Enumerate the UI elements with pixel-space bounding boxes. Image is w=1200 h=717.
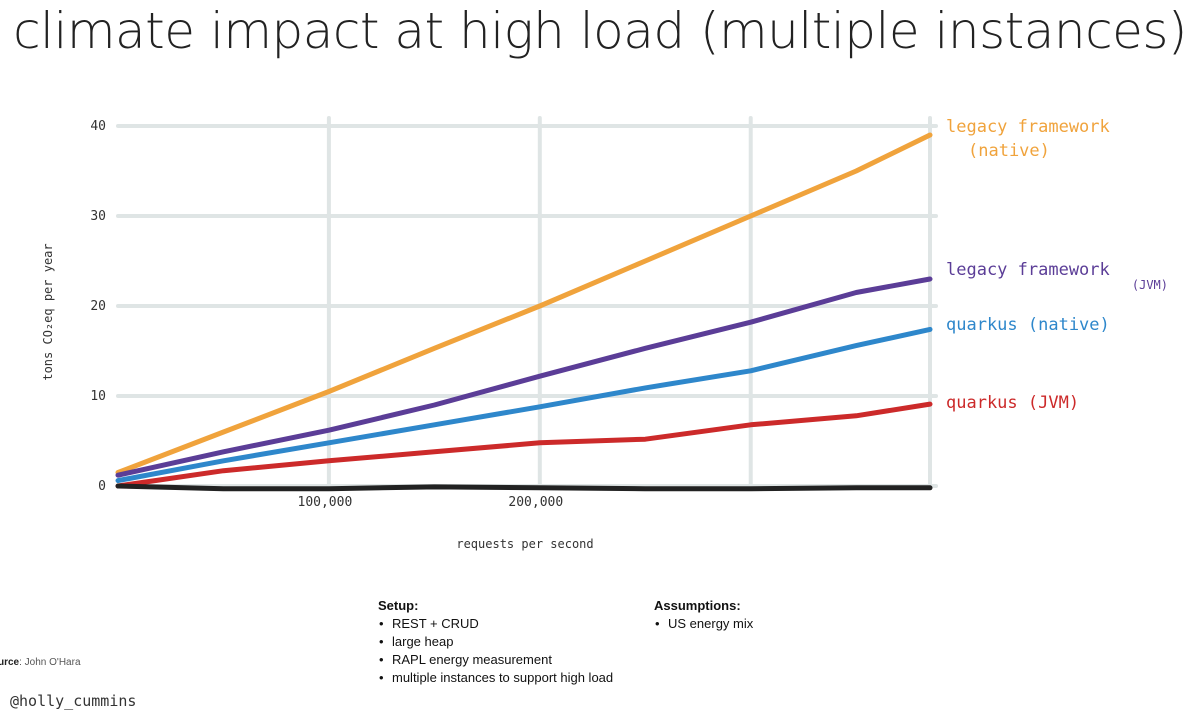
- setup-item: large heap: [379, 633, 613, 651]
- y-tick-label: 40: [90, 119, 106, 134]
- y-tick-label: 20: [90, 299, 106, 314]
- y-axis-ticks: 0 10 20 30 40: [90, 119, 106, 494]
- series-line: [115, 326, 933, 484]
- setup-heading: Setup:: [378, 598, 419, 613]
- x-tick-label: 200,000: [508, 495, 563, 510]
- chart-lines: [115, 132, 933, 492]
- series-line: [115, 401, 933, 489]
- page-title: climate impact at high load (multiple in…: [13, 2, 1187, 60]
- setup-item: RAPL energy measurement: [379, 651, 613, 669]
- setup-notes: Setup: REST + CRUD large heap RAPL energ…: [378, 598, 613, 687]
- source-value: : John O'Hara: [19, 657, 81, 668]
- series-line: [115, 483, 933, 492]
- setup-item: REST + CRUD: [379, 615, 613, 633]
- x-tick-label: 100,000: [298, 495, 353, 510]
- y-tick-label: 10: [90, 389, 106, 404]
- author-handle: @holly_cummins: [10, 692, 137, 710]
- assumptions-notes: Assumptions: US energy mix: [654, 598, 753, 633]
- series-label: legacy framework: [946, 117, 1110, 137]
- line-chart: 0 10 20 30 40 100,000 200,000 requests per se…: [41, 116, 1168, 551]
- source-label: urce: [0, 657, 20, 668]
- y-axis-label: tons CO₂eq per year: [41, 243, 55, 380]
- series-line: [115, 132, 933, 475]
- y-tick-label: 0: [98, 479, 106, 494]
- chart-grid: [116, 116, 938, 488]
- series-line: [115, 276, 933, 478]
- x-axis-ticks: 100,000 200,000: [298, 495, 564, 510]
- source-credit: urce: John O'Hara: [0, 657, 81, 668]
- series-label-sub: (native): [968, 141, 1050, 161]
- assumptions-heading: Assumptions:: [654, 598, 741, 613]
- setup-item: multiple instances to support high load: [379, 669, 613, 687]
- series-label: legacy framework: [946, 260, 1110, 280]
- series-labels: legacy framework (native) legacy framework…: [946, 117, 1168, 413]
- assumptions-item: US energy mix: [655, 615, 753, 633]
- series-label: quarkus (JVM): [946, 393, 1079, 413]
- series-label-sub: (JVM): [1132, 278, 1168, 292]
- y-tick-label: 30: [90, 209, 106, 224]
- series-label: quarkus (native): [946, 315, 1110, 335]
- x-axis-label: requests per second: [456, 537, 593, 551]
